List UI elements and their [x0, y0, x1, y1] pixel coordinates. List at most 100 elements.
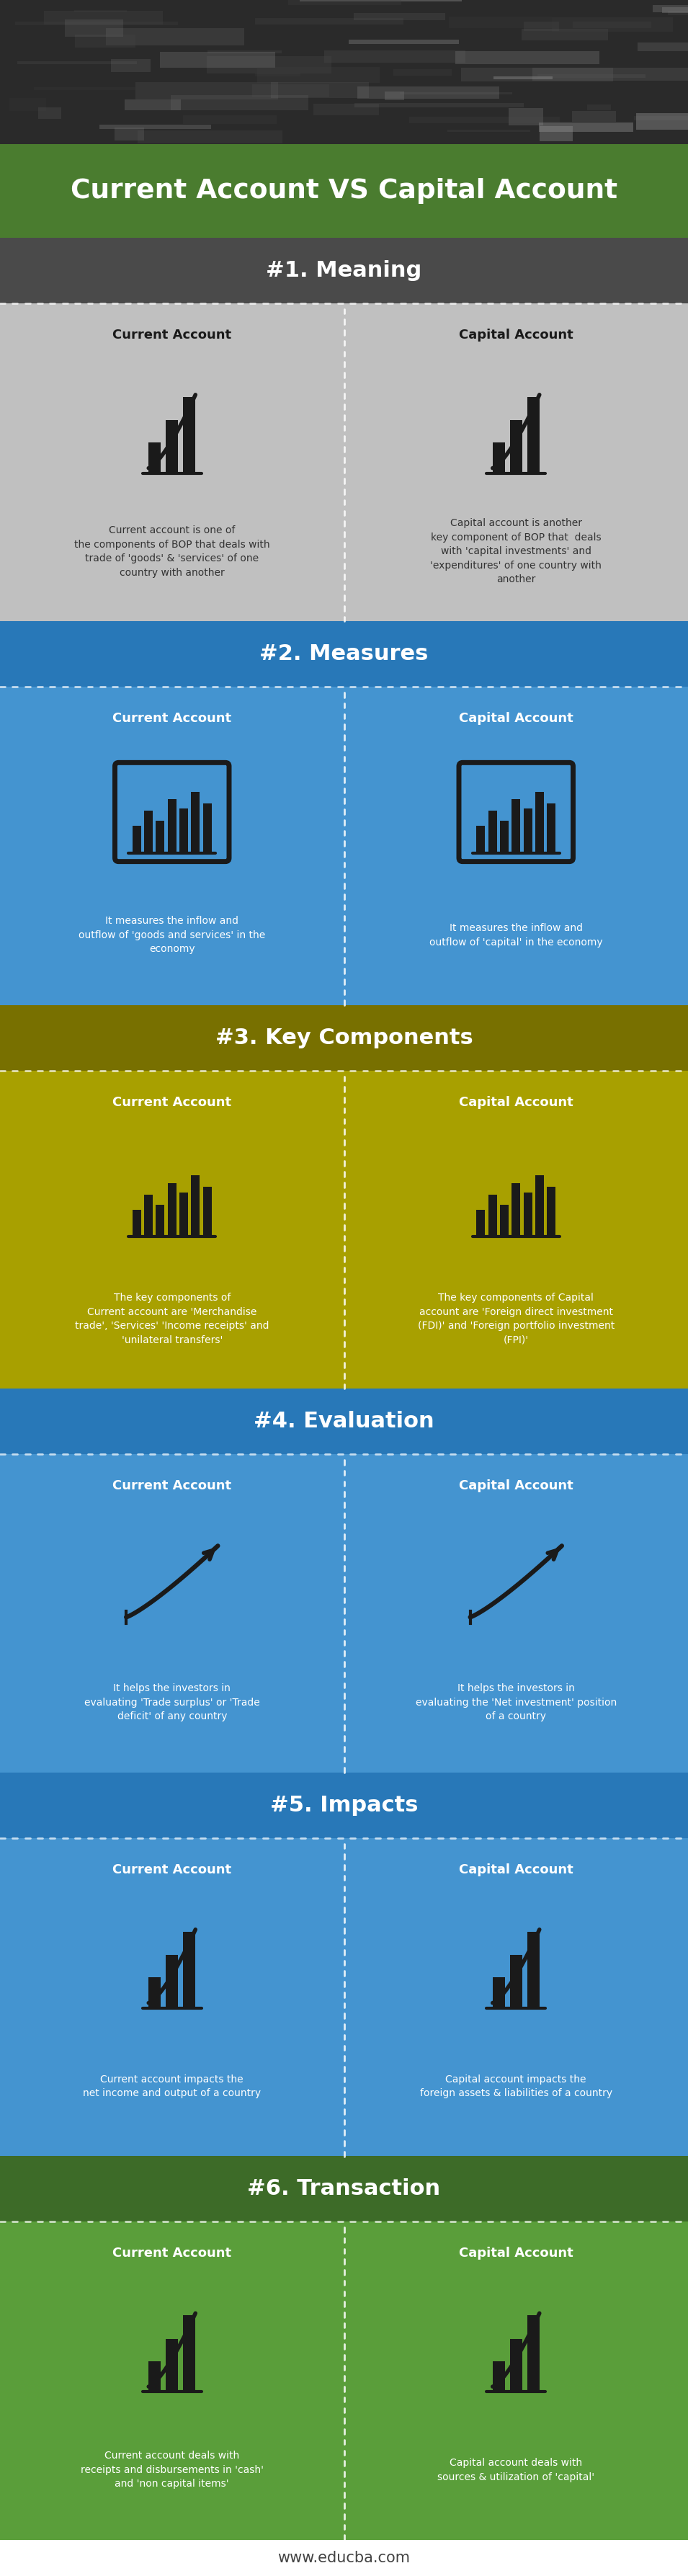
- Bar: [510, 2339, 522, 2391]
- Bar: [488, 1195, 497, 1236]
- Text: #1. Meaning: #1. Meaning: [266, 260, 422, 281]
- Bar: [587, 103, 611, 111]
- Bar: [288, 0, 402, 5]
- Bar: [493, 77, 552, 80]
- Bar: [183, 397, 195, 474]
- Bar: [144, 811, 153, 853]
- Bar: [252, 85, 330, 98]
- Text: Capital Account: Capital Account: [459, 327, 573, 343]
- Text: Current account deals with
receipts and disbursements in 'cash'
and 'non capital: Current account deals with receipts and …: [80, 2450, 264, 2488]
- Bar: [135, 82, 279, 100]
- Bar: [527, 1932, 539, 2009]
- Bar: [111, 59, 151, 72]
- Bar: [477, 1211, 485, 1236]
- Text: Current Account: Current Account: [113, 1479, 231, 1492]
- Bar: [149, 1978, 161, 2009]
- Bar: [166, 420, 178, 474]
- Text: Capital account is another
key component of BOP that  deals
with 'capital invest: Capital account is another key component…: [430, 518, 602, 585]
- Bar: [524, 23, 559, 31]
- Bar: [17, 62, 136, 64]
- Bar: [500, 1206, 508, 1236]
- Bar: [0, 1772, 688, 1837]
- Bar: [156, 822, 164, 853]
- Bar: [0, 237, 688, 304]
- Bar: [547, 1188, 555, 1236]
- Bar: [668, 10, 688, 15]
- Bar: [208, 52, 282, 54]
- Bar: [0, 1005, 688, 1072]
- Bar: [540, 126, 572, 142]
- Text: Current Account: Current Account: [113, 2246, 231, 2259]
- Bar: [572, 23, 652, 28]
- Bar: [488, 811, 497, 853]
- Bar: [524, 1193, 532, 1236]
- Bar: [38, 108, 61, 118]
- Bar: [183, 2316, 195, 2391]
- Bar: [533, 67, 688, 80]
- Bar: [0, 1388, 688, 1453]
- Bar: [348, 39, 459, 44]
- Text: Current Account: Current Account: [113, 327, 231, 343]
- Text: #2. Measures: #2. Measures: [259, 644, 429, 665]
- Text: Capital Account: Capital Account: [459, 711, 573, 724]
- Bar: [0, 1837, 344, 2156]
- Bar: [354, 103, 524, 108]
- Bar: [344, 1453, 688, 1772]
- Bar: [180, 1193, 188, 1236]
- Bar: [524, 809, 532, 853]
- Text: Capital Account: Capital Account: [459, 2246, 573, 2259]
- Bar: [100, 126, 211, 129]
- Bar: [344, 1837, 688, 2156]
- Bar: [207, 57, 332, 75]
- Text: Current Account: Current Account: [113, 711, 231, 724]
- Text: It measures the inflow and
outflow of 'capital' in the economy: It measures the inflow and outflow of 'c…: [429, 922, 603, 948]
- Bar: [512, 1182, 520, 1236]
- Bar: [133, 1211, 141, 1236]
- Bar: [547, 804, 555, 853]
- Bar: [385, 93, 405, 100]
- Bar: [539, 124, 634, 131]
- Text: Capital account deals with
sources & utilization of 'capital': Capital account deals with sources & uti…: [438, 2458, 594, 2483]
- Bar: [572, 111, 616, 121]
- Bar: [180, 809, 188, 853]
- Bar: [634, 116, 688, 121]
- FancyBboxPatch shape: [459, 762, 573, 860]
- Text: Current Account VS Capital Account: Current Account VS Capital Account: [71, 178, 617, 204]
- Bar: [0, 688, 344, 1005]
- Bar: [160, 52, 275, 67]
- Text: Current Account: Current Account: [113, 1862, 231, 1875]
- Bar: [0, 144, 688, 237]
- Bar: [344, 688, 688, 1005]
- Bar: [0, 304, 344, 621]
- Bar: [344, 2221, 688, 2540]
- Bar: [508, 108, 544, 126]
- Bar: [636, 113, 688, 129]
- Bar: [324, 52, 465, 62]
- Text: #6. Transaction: #6. Transaction: [248, 2179, 440, 2200]
- Bar: [0, 0, 688, 144]
- Text: It helps the investors in
evaluating the 'Net investment' position
of a country: It helps the investors in evaluating the…: [416, 1685, 616, 1721]
- Bar: [493, 1978, 505, 2009]
- Bar: [166, 2339, 178, 2391]
- Text: #5. Impacts: #5. Impacts: [270, 1795, 418, 1816]
- Bar: [653, 5, 688, 13]
- Bar: [203, 1188, 211, 1236]
- Bar: [171, 95, 308, 111]
- Bar: [183, 116, 277, 124]
- Bar: [257, 67, 380, 82]
- Bar: [522, 28, 608, 41]
- Bar: [344, 1072, 688, 1388]
- Text: It helps the investors in
evaluating 'Trade surplus' or 'Trade
deficit' of any c: It helps the investors in evaluating 'Tr…: [84, 1685, 260, 1721]
- Text: Capital Account: Capital Account: [459, 1095, 573, 1108]
- Text: The key components of
Current account are 'Merchandise
trade', 'Services' 'Incom: The key components of Current account ar…: [75, 1293, 269, 1345]
- Text: Capital account impacts the
foreign assets & liabilities of a country: Capital account impacts the foreign asse…: [420, 2074, 612, 2099]
- Bar: [535, 791, 544, 853]
- Bar: [138, 131, 282, 144]
- Bar: [493, 443, 505, 474]
- Bar: [168, 799, 176, 853]
- Bar: [461, 67, 613, 80]
- Bar: [449, 15, 552, 28]
- Bar: [65, 21, 123, 36]
- Bar: [500, 822, 508, 853]
- Bar: [535, 1175, 544, 1236]
